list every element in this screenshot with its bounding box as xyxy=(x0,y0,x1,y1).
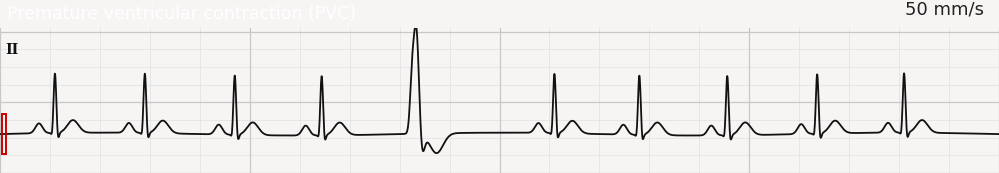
Text: II: II xyxy=(5,43,18,57)
Text: 50 mm/s: 50 mm/s xyxy=(905,0,984,18)
Bar xyxy=(3,114,7,154)
Text: Premature ventricular contraction (PVC): Premature ventricular contraction (PVC) xyxy=(7,5,356,23)
